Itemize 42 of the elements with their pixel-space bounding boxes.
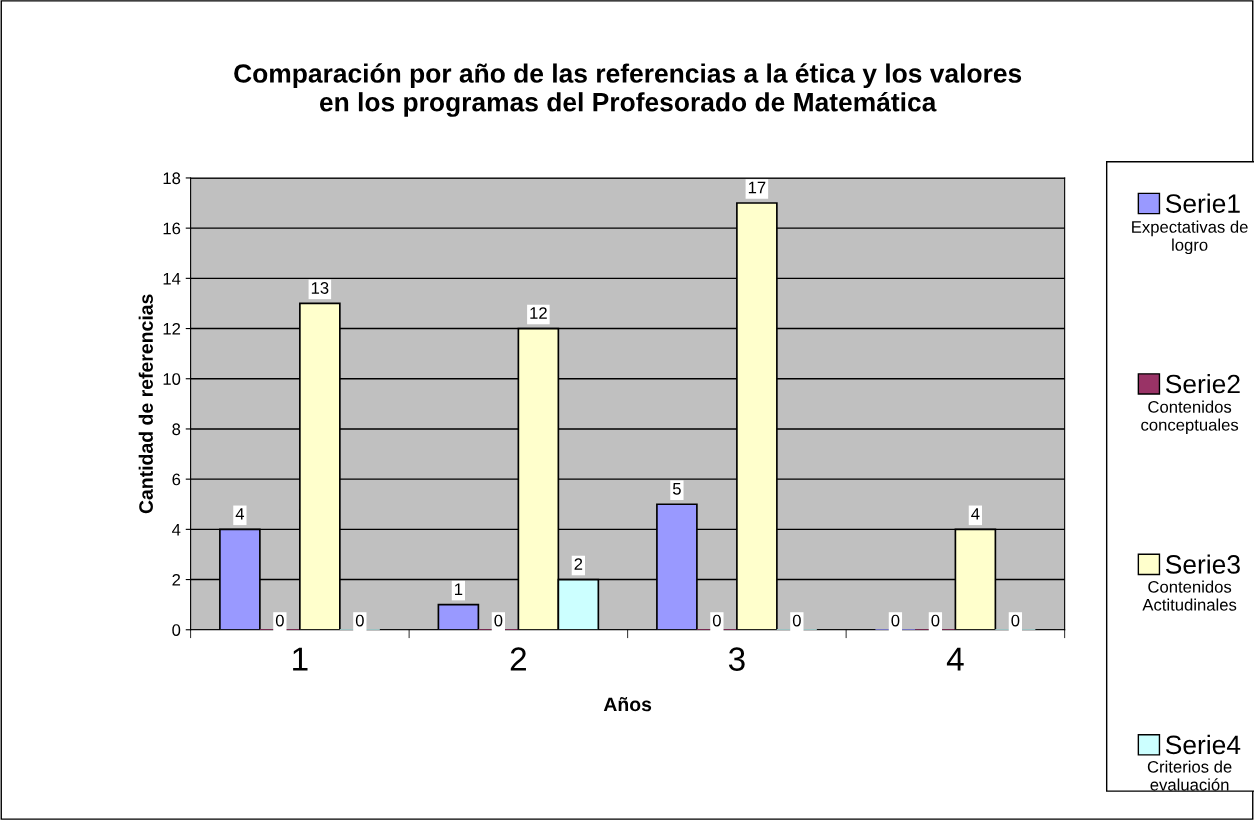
legend-label: Serie3 [1165, 554, 1240, 574]
legend-label: Serie1 [1165, 193, 1240, 213]
x-tick-label: 2 [510, 647, 526, 671]
data-label: 0 [1011, 614, 1020, 627]
data-label: 0 [494, 614, 503, 627]
data-label: 5 [672, 483, 681, 495]
data-label: 4 [235, 508, 245, 520]
x-tick-label: 1 [293, 647, 308, 671]
y-tick-label: 0 [172, 624, 181, 636]
chart-title: Comparación por año de las referencias a la ética y los valores en los programas del Profesorado de Matemática [234, 63, 1022, 117]
text: Expectativas de logro [1132, 220, 1248, 255]
data-label: 17 [748, 181, 766, 194]
data-label: 1 [455, 583, 463, 595]
y-tick-label: 4 [172, 523, 181, 536]
data-label: 0 [712, 614, 721, 627]
y-tick-label: 8 [172, 423, 181, 436]
x-tick-label: 4 [946, 647, 964, 671]
data-label: 4 [971, 508, 980, 520]
data-label: 0 [891, 614, 900, 627]
legend-label: Serie2 [1165, 373, 1240, 394]
legend-label: Serie4 [1165, 734, 1241, 755]
bar [437, 603, 480, 630]
data-label: 0 [931, 614, 940, 627]
data-label: 0 [275, 614, 284, 627]
y-tick-label: 18 [163, 172, 181, 185]
y-axis-title: Cantidad de referencias [138, 294, 153, 514]
y-tick-label: 2 [172, 573, 181, 586]
x-axis-title: Años [603, 697, 652, 712]
y-tick-label: 16 [163, 222, 181, 235]
y-tick-label: 12 [163, 322, 181, 335]
data-label: 0 [355, 614, 364, 627]
y-tick-label: 14 [163, 272, 181, 285]
text: Criterios de evaluación [1147, 760, 1232, 791]
data-label: 12 [530, 307, 547, 319]
y-tick-label: 10 [163, 373, 181, 385]
x-tick-label: 3 [728, 647, 745, 671]
y-tick-label: 6 [172, 473, 181, 486]
text: Contenidos conceptuales [1141, 400, 1239, 435]
data-label: 2 [574, 558, 583, 570]
text: Contenidos Actitudinales [1142, 580, 1237, 611]
data-label: 13 [311, 282, 329, 294]
data-label: 0 [792, 614, 801, 627]
